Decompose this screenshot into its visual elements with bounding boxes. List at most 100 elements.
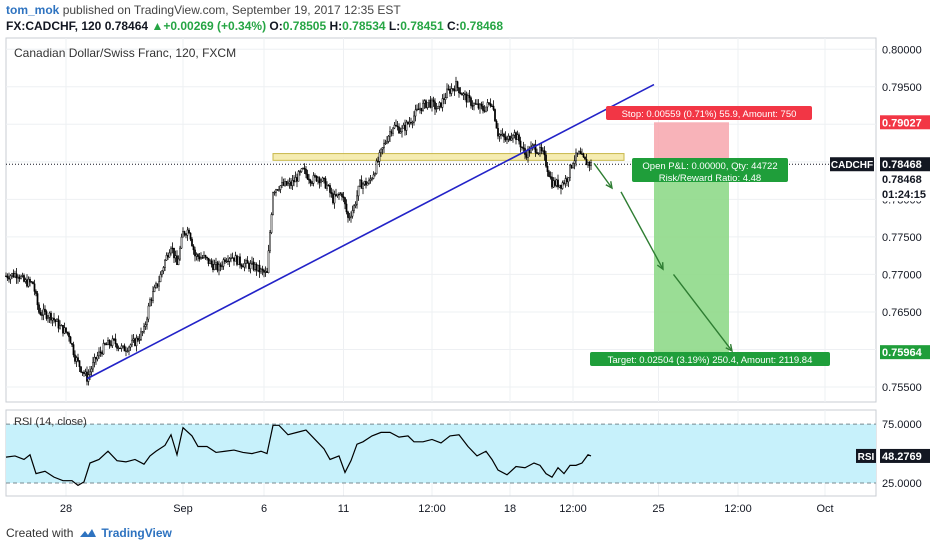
candle-body	[363, 181, 366, 185]
candle-body	[336, 193, 339, 197]
candle-body	[554, 180, 556, 186]
candle-body	[26, 279, 28, 287]
candle-body	[372, 174, 375, 179]
candle-body	[63, 327, 66, 334]
candle-body	[41, 314, 43, 316]
candle-body	[299, 171, 301, 173]
target-price-tag-bg	[880, 345, 930, 360]
target-label: Target: 0.02504 (3.19%) 250.4, Amount: 2…	[608, 355, 813, 366]
candle-body	[416, 108, 418, 111]
candle-body	[470, 97, 472, 106]
candle-body	[405, 121, 408, 131]
candle-body	[30, 281, 33, 283]
candle-body	[161, 270, 163, 275]
candle-body	[548, 171, 550, 177]
candle-body	[209, 260, 211, 264]
candle-body	[581, 153, 583, 155]
candle-body	[231, 257, 234, 259]
candle-body	[468, 95, 471, 99]
candle-body	[105, 343, 108, 346]
stop-zone	[654, 122, 729, 165]
candle-body	[332, 193, 334, 204]
created-with-text: Created with	[6, 526, 74, 540]
chart-canvas[interactable]: 0.800000.795000.790000.785000.780000.775…	[0, 0, 932, 526]
candle-body	[492, 105, 495, 110]
candle-body	[108, 340, 111, 346]
candle-body	[368, 180, 370, 184]
candle-body	[308, 178, 310, 181]
candle-body	[410, 121, 412, 124]
candle-body	[408, 121, 411, 124]
candle-body	[422, 103, 424, 111]
candle-body	[479, 103, 481, 109]
candle-body	[510, 137, 513, 141]
time-tick-label: 11	[338, 503, 349, 515]
candle-body	[276, 189, 279, 191]
candle-body	[530, 146, 532, 154]
candle-body	[35, 291, 37, 294]
candle-body	[330, 192, 333, 194]
candle-body	[294, 177, 297, 183]
candle-body	[281, 182, 283, 186]
candle-body	[369, 178, 372, 181]
resistance-zone	[272, 153, 625, 161]
candle-body	[219, 264, 222, 267]
candle-body	[561, 182, 564, 189]
candle-body	[198, 256, 201, 260]
candle-body	[252, 261, 255, 270]
candle-body	[288, 181, 291, 184]
candle-body	[323, 177, 325, 180]
price-change: +0.00269 (+0.34%)	[163, 19, 267, 33]
candle-body	[497, 127, 499, 137]
candle-body	[320, 180, 322, 184]
candle-body	[168, 252, 171, 258]
candle-body	[473, 103, 475, 106]
candle-body	[171, 247, 174, 250]
candle-body	[549, 176, 552, 178]
candle-body	[476, 103, 478, 105]
candle-body	[80, 366, 82, 373]
candle-body	[207, 257, 210, 264]
candle-body	[435, 108, 438, 110]
candle-body	[42, 308, 45, 316]
candle-body	[165, 255, 168, 261]
candle-body	[314, 175, 316, 177]
high-value: 0.78534	[342, 19, 386, 33]
candle-body	[44, 308, 46, 312]
candle-body	[138, 339, 141, 341]
candle-body	[47, 317, 49, 319]
candle-body	[570, 164, 573, 168]
tradingview-brand[interactable]: TradingView	[101, 526, 172, 540]
candle-body	[342, 196, 345, 198]
candle-body	[177, 258, 180, 266]
candle-body	[515, 132, 517, 140]
rsi-value-tag-bg	[880, 448, 930, 463]
candle-body	[273, 191, 276, 194]
low-label: L:	[388, 19, 401, 33]
candle-body	[104, 343, 106, 345]
candle-body	[194, 249, 196, 257]
candle-body	[536, 152, 538, 154]
close-value: 0.78468	[459, 19, 504, 33]
candle-body	[326, 184, 328, 189]
candle-body	[186, 229, 189, 236]
rsi-tick-label: 25.0000	[882, 478, 922, 490]
candle-body	[447, 88, 450, 91]
candle-body	[366, 182, 369, 186]
candle-body	[287, 183, 289, 186]
candle-body	[404, 124, 406, 131]
candle-body	[93, 357, 96, 363]
candle-body	[398, 126, 400, 134]
candle-body	[392, 127, 394, 134]
candle-body	[245, 260, 247, 264]
candle-body	[236, 255, 238, 265]
candle-body	[488, 102, 490, 104]
candle-body	[318, 177, 321, 184]
candle-body	[140, 331, 142, 340]
candle-body	[443, 98, 445, 100]
candle-body	[159, 274, 162, 283]
time-tick-label: 12:00	[724, 503, 752, 515]
author-link[interactable]: tom_mok	[6, 3, 60, 17]
candle-body	[65, 327, 67, 333]
candle-body	[243, 263, 246, 268]
